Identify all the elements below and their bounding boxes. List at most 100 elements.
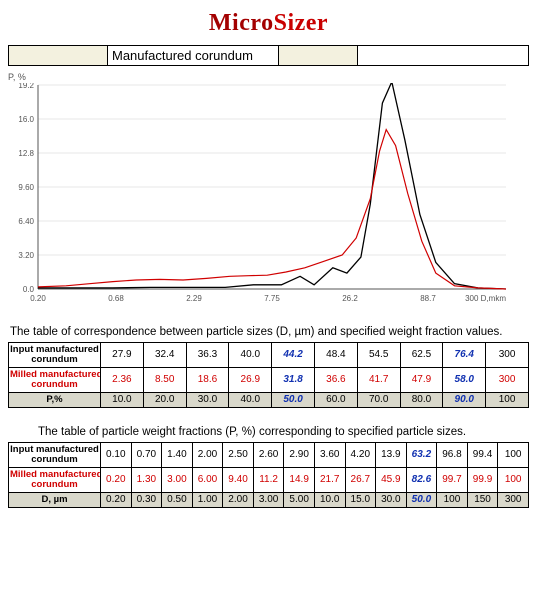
title-spacer-left	[9, 46, 108, 65]
svg-text:16.0: 16.0	[18, 115, 34, 124]
table2: Input manufacturedcorundum0.100.701.402.…	[8, 442, 529, 508]
cell: 11.2	[253, 467, 284, 492]
cell: 62.5	[400, 343, 443, 368]
cell: 3.00	[253, 492, 284, 507]
cell: 58.0	[443, 367, 486, 392]
svg-text:300 D,mkm: 300 D,mkm	[465, 294, 506, 303]
cell: 2.90	[284, 442, 315, 467]
cell: 76.4	[443, 343, 486, 368]
cell: 3.00	[162, 467, 193, 492]
cell: 1.00	[192, 492, 223, 507]
cell: 300	[498, 492, 529, 507]
cell: 0.20	[101, 467, 132, 492]
cell: 1.30	[131, 467, 162, 492]
cell: 100	[486, 392, 529, 407]
cell: 63.2	[406, 442, 437, 467]
cell: 50.0	[406, 492, 437, 507]
cell: 2.60	[253, 442, 284, 467]
cell: 30.0	[186, 392, 229, 407]
cell: 41.7	[357, 367, 400, 392]
y-axis-label: P, %	[8, 72, 529, 82]
svg-text:0.0: 0.0	[23, 285, 35, 294]
brand-logo: MicroSizer	[8, 10, 529, 37]
cell: 9.40	[223, 467, 254, 492]
cell: 26.7	[345, 467, 376, 492]
cell: 82.6	[406, 467, 437, 492]
cell: 30.0	[376, 492, 407, 507]
cell: 15.0	[345, 492, 376, 507]
svg-text:19.2: 19.2	[18, 83, 34, 90]
cell: 27.9	[101, 343, 144, 368]
distribution-chart: P, % 19.2 16.0 12.8 9.60 6.40 3.20 0.00.20 0.68…	[8, 72, 529, 308]
cell: 10.0	[314, 492, 345, 507]
title-bar: Manufactured corundum	[8, 45, 529, 66]
cell: 0.20	[101, 492, 132, 507]
cell: 80.0	[400, 392, 443, 407]
cell: 2.00	[192, 442, 223, 467]
cell: 2.36	[101, 367, 144, 392]
row-label: Input manufacturedcorundum	[9, 343, 101, 368]
cell: 6.00	[192, 467, 223, 492]
cell: 60.0	[314, 392, 357, 407]
svg-text:0.68: 0.68	[108, 294, 124, 303]
svg-text:2.29: 2.29	[186, 294, 202, 303]
cell: 47.9	[400, 367, 443, 392]
row-label: Milled manufacturedcorundum	[9, 467, 101, 492]
chart-svg: 19.2 16.0 12.8 9.60 6.40 3.20 0.00.20 0.68 2.29 7…	[8, 83, 508, 303]
cell: 36.3	[186, 343, 229, 368]
cell: 150	[467, 492, 498, 507]
svg-text:6.40: 6.40	[18, 217, 34, 226]
cell: 96.8	[437, 442, 468, 467]
svg-text:0.20: 0.20	[30, 294, 46, 303]
cell: 5.00	[284, 492, 315, 507]
svg-text:9.60: 9.60	[18, 183, 34, 192]
cell: 26.9	[229, 367, 272, 392]
cell: 48.4	[314, 343, 357, 368]
svg-text:26.2: 26.2	[342, 294, 358, 303]
cell: 90.0	[443, 392, 486, 407]
brand-part2: Sizer	[274, 10, 328, 36]
cell: 32.4	[143, 343, 186, 368]
svg-text:12.8: 12.8	[18, 149, 34, 158]
cell: 0.50	[162, 492, 193, 507]
cell: 18.6	[186, 367, 229, 392]
cell: 40.0	[229, 343, 272, 368]
row-label: P,%	[9, 392, 101, 407]
svg-text:7.75: 7.75	[264, 294, 280, 303]
cell: 40.0	[229, 392, 272, 407]
cell: 50.0	[272, 392, 315, 407]
cell: 14.9	[284, 467, 315, 492]
cell: 0.70	[131, 442, 162, 467]
svg-text:88.7: 88.7	[420, 294, 436, 303]
cell: 36.6	[314, 367, 357, 392]
brand-part1: Micro	[209, 10, 274, 36]
row-label: D, µm	[9, 492, 101, 507]
cell: 0.10	[101, 442, 132, 467]
cell: 300	[486, 367, 529, 392]
svg-text:3.20: 3.20	[18, 251, 34, 260]
cell: 100	[498, 442, 529, 467]
cell: 2.50	[223, 442, 254, 467]
cell: 0.30	[131, 492, 162, 507]
cell: 31.8	[272, 367, 315, 392]
table1-caption: The table of correspondence between part…	[10, 326, 529, 338]
cell: 300	[486, 343, 529, 368]
cell: 2.00	[223, 492, 254, 507]
table1: Input manufacturedcorundum27.932.436.340…	[8, 342, 529, 408]
cell: 100	[437, 492, 468, 507]
cell: 99.7	[437, 467, 468, 492]
cell: 13.9	[376, 442, 407, 467]
cell: 21.7	[314, 467, 345, 492]
title-spacer-right	[358, 46, 528, 65]
sample-name: Manufactured corundum	[108, 46, 279, 65]
cell: 4.20	[345, 442, 376, 467]
table2-caption: The table of particle weight fractions (…	[38, 426, 529, 438]
cell: 99.9	[467, 467, 498, 492]
cell: 70.0	[357, 392, 400, 407]
cell: 99.4	[467, 442, 498, 467]
title-spacer-mid	[279, 46, 358, 65]
cell: 10.0	[101, 392, 144, 407]
cell: 3.60	[314, 442, 345, 467]
cell: 100	[498, 467, 529, 492]
row-label: Milled manufacturedcorundum	[9, 367, 101, 392]
